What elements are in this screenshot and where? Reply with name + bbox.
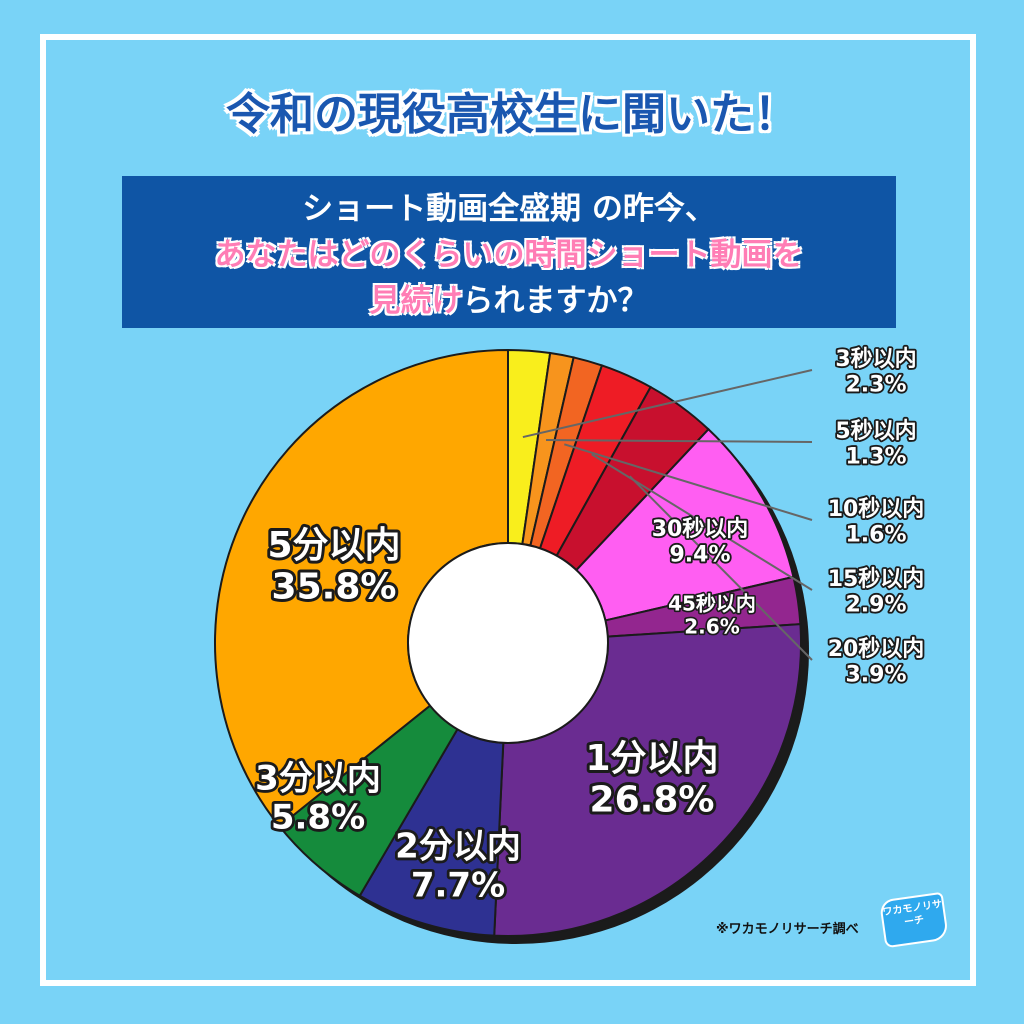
question-line-1: ショート動画全盛期 の昨今、 [302, 191, 716, 227]
slice-value-label-10: 5.8% [271, 798, 365, 838]
question-rest: られますか？ [462, 283, 649, 319]
slice-value-label-2: 1.3% [845, 444, 906, 469]
slice-category-label-10: 3分以内 [255, 759, 381, 799]
question-line-2: あなたはどのくらいの時間ショート動画を [214, 237, 804, 273]
slice-category-label-11: 5分以内 [267, 525, 400, 566]
slice-value-label-1: 2.3% [845, 372, 906, 397]
slice-value-label-9: 7.7% [411, 866, 505, 906]
slice-category-label-9: 2分以内 [395, 827, 521, 867]
slice-category-label-8: 1分以内 [585, 738, 718, 779]
slice-value-label-3: 1.6% [845, 522, 906, 547]
question-line-3: 見続けられますか？ [122, 278, 896, 324]
survey-credit: ※ワカモノリサーチ調べ [716, 922, 859, 937]
slice-value-label-6: 9.4% [669, 542, 730, 567]
slice-value-label-8: 26.8% [590, 779, 715, 820]
question-box: ショート動画全盛期 の昨今、 あなたはどのくらいの時間ショート動画を 見続けられ… [122, 176, 896, 328]
slice-category-label-2: 5秒以内 [835, 419, 916, 444]
slice-value-label-11: 35.8% [272, 566, 397, 607]
slice-value-label-7: 2.6% [684, 615, 739, 639]
leader-line-2 [546, 439, 813, 443]
question-highlight: 見続け [369, 283, 463, 319]
leader-line-4 [591, 453, 813, 591]
page-title: 令和の現役高校生に聞いた！ [226, 89, 798, 140]
slice-category-label-5: 20秒以内 [828, 637, 925, 662]
white-frame [40, 34, 976, 986]
slice-value-label-4: 2.9% [845, 592, 906, 617]
donut-hole [407, 542, 609, 744]
slice-category-label-3: 10秒以内 [828, 497, 925, 522]
slice-category-label-1: 3秒以内 [835, 347, 916, 372]
slice-category-label-4: 15秒以内 [828, 567, 925, 592]
leader-line-5 [629, 475, 813, 661]
slice-category-label-6: 30秒以内 [652, 517, 749, 542]
leader-line-3 [564, 443, 813, 521]
slice-value-label-5: 3.9% [845, 662, 906, 687]
leader-line-1 [522, 369, 813, 439]
slice-category-label-7: 45秒以内 [668, 592, 756, 616]
brand-logo: ワカモノリサーチ [881, 894, 947, 946]
